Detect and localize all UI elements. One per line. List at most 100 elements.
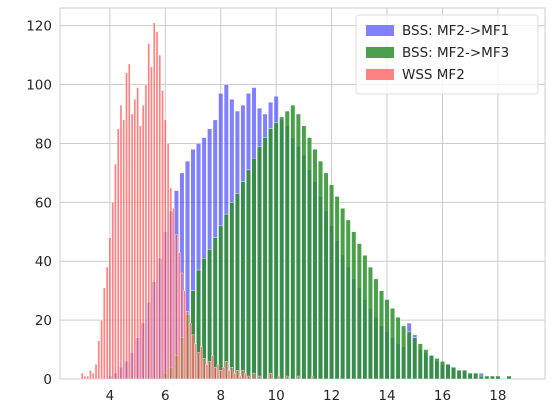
histogram-bar (225, 361, 228, 380)
histogram-bar (295, 113, 301, 380)
histogram-bar (390, 308, 395, 380)
histogram-bar (130, 113, 134, 380)
y-tick-label: 40 (35, 254, 52, 270)
histogram-bar (158, 54, 162, 380)
histogram-bar (111, 202, 114, 380)
histogram-bar (251, 157, 257, 380)
legend-label: BSS: MF2->MF3 (402, 45, 509, 61)
x-tick-label: 14 (378, 388, 395, 404)
histogram-bar (183, 290, 186, 380)
tick-labels: 4 6 8 10 12 14 16 18 0 20 40 60 80 100 120 (26, 19, 506, 404)
histogram-bar (230, 367, 234, 380)
histogram-bar (262, 137, 268, 380)
histogram-bar (506, 375, 512, 380)
y-tick-label: 100 (26, 78, 52, 94)
histogram-bar (290, 104, 296, 380)
histogram-bar (367, 266, 373, 380)
histogram-bar (172, 208, 175, 380)
x-tick-label: 10 (268, 388, 285, 404)
histogram-bar (401, 325, 407, 380)
histogram-bar (223, 213, 229, 380)
histogram-bar (268, 128, 274, 380)
histogram-bar (440, 361, 445, 380)
y-tick-label: 20 (35, 313, 52, 329)
histogram-bar (297, 375, 300, 380)
histogram-bar (218, 225, 224, 380)
histogram-bar (216, 364, 220, 380)
x-tick-label: 16 (434, 388, 451, 404)
x-tick-label: 18 (489, 388, 506, 404)
histogram-bar (97, 340, 101, 380)
histogram-bar (128, 63, 131, 380)
histogram-bar (80, 372, 84, 380)
histogram-bar (246, 169, 251, 380)
legend-label: WSS MF2 (402, 67, 465, 83)
histogram-bar (233, 372, 236, 380)
histogram-bar (161, 90, 164, 380)
histogram-bar (186, 311, 189, 380)
histogram-bar (284, 110, 290, 380)
histogram-bar (412, 337, 418, 380)
y-tick-label: 80 (35, 136, 52, 152)
histogram-bar (307, 137, 312, 380)
histogram-bar (489, 375, 495, 380)
histogram-bar (116, 128, 120, 380)
histogram-bar (205, 364, 209, 380)
histogram-bar (194, 343, 198, 380)
histogram-bar (244, 372, 247, 380)
histogram-bar (310, 375, 314, 380)
histogram-bar (197, 352, 200, 380)
histogram-bar (240, 181, 246, 380)
histogram-bar (434, 358, 440, 380)
histogram-bar (277, 375, 281, 380)
histogram-bar (312, 149, 318, 380)
histogram-bar (219, 369, 222, 380)
histogram-bar (100, 319, 103, 380)
histogram-bar (286, 375, 289, 380)
histogram-bar (164, 119, 167, 380)
histogram-bar (125, 72, 128, 380)
histogram-bar (180, 272, 184, 380)
histogram-bar (83, 375, 87, 380)
histogram-bar (356, 243, 362, 380)
y-tick-label: 60 (35, 195, 52, 211)
legend-swatch (366, 69, 394, 80)
histogram-bar (258, 375, 261, 380)
histogram-bar (257, 146, 262, 380)
histogram-bar (94, 364, 98, 380)
histogram-bar (462, 369, 468, 380)
histogram-bar (150, 66, 153, 380)
histogram-bar (200, 346, 203, 380)
histogram-bar (227, 369, 231, 380)
histogram-bar (147, 43, 150, 380)
histogram-bar (89, 369, 92, 380)
histogram-bar (152, 22, 156, 380)
histogram-bar (340, 208, 346, 380)
histogram-bar (269, 372, 272, 380)
y-tick-label: 120 (26, 19, 52, 35)
x-tick-label: 4 (106, 388, 115, 404)
histogram-bar (252, 372, 256, 380)
histogram-bar (345, 219, 351, 380)
y-tick-label: 0 (43, 372, 52, 388)
histogram-bar (423, 349, 429, 380)
histogram-bar (236, 369, 239, 380)
histogram-bar (169, 187, 173, 380)
histogram-bar (495, 375, 501, 380)
histogram-bar (473, 372, 479, 380)
legend: BSS: MF2->MF1 BSS: MF2->MF3 WSS MF2 (355, 14, 539, 95)
histogram-bar (362, 255, 368, 380)
bars-layer (80, 22, 512, 380)
histogram-bar (238, 375, 242, 380)
histogram-bar (323, 172, 329, 380)
histogram-bar (175, 234, 178, 380)
histogram-bar (318, 160, 323, 380)
histogram-bar (467, 372, 473, 380)
histogram-bar (208, 361, 211, 380)
histogram-bar (241, 369, 245, 380)
histogram-bar (191, 334, 195, 380)
legend-box (355, 14, 539, 95)
histogram-bar (133, 99, 137, 380)
histogram-bar (451, 367, 456, 380)
histogram-bar (92, 372, 95, 380)
